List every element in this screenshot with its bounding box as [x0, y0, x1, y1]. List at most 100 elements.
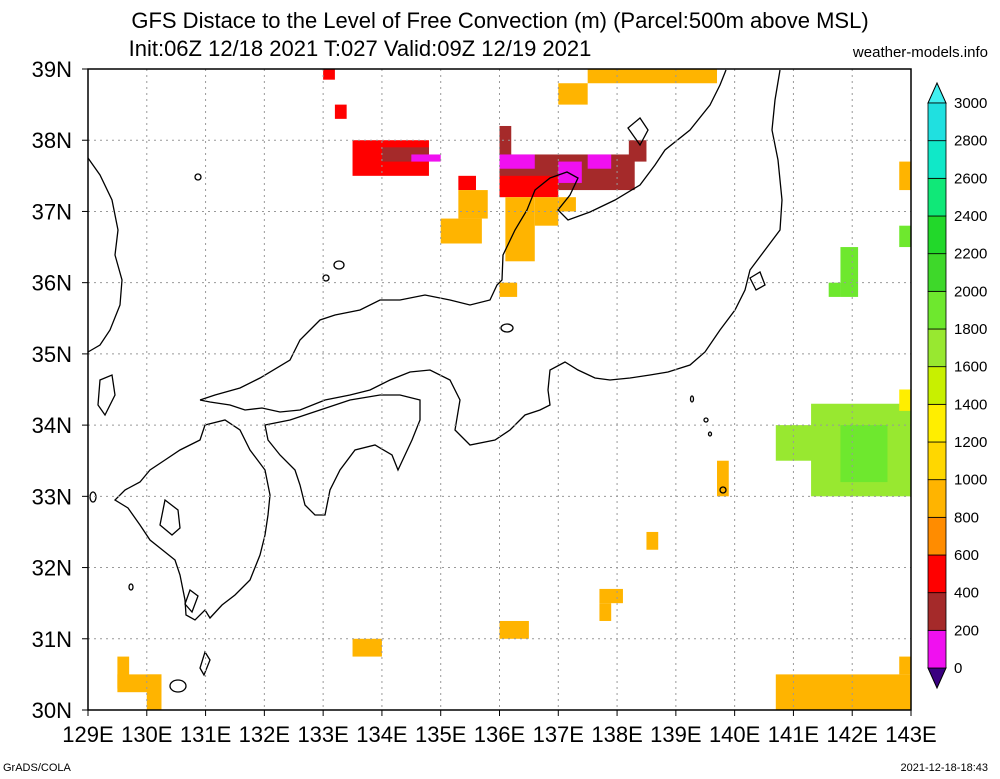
colorbar-swatch: [927, 140, 947, 179]
longitude-label: 135E: [415, 722, 466, 747]
latitude-label: 34N: [32, 413, 72, 438]
latitude-labels: 39N 38N 37N 36N 35N 34N 33N 32N 31N 30N: [32, 57, 88, 723]
field-cell: [646, 531, 659, 550]
colorbar-swatch: [927, 403, 947, 443]
field-cell: [717, 460, 729, 497]
colorbar-swatch: [927, 592, 947, 631]
colorbar-swatch: [927, 290, 947, 330]
colorbar-swatch: [927, 177, 947, 217]
field-cell: [458, 175, 476, 191]
longitude-label: 134E: [356, 722, 407, 747]
colorbar-label: 2000: [954, 283, 987, 300]
field-cell: [899, 161, 911, 191]
colorbar-label: 3000: [954, 95, 987, 112]
field-cell: [775, 674, 911, 710]
latitude-label: 38N: [32, 128, 72, 153]
field-cell: [505, 197, 535, 262]
field-cell: [499, 620, 529, 639]
coastline-layer: [87, 69, 783, 693]
colorbar-swatch: [927, 479, 947, 518]
colorbar-label: 1800: [954, 321, 987, 338]
colorbar-label: 0: [954, 660, 962, 677]
colorbar-swatch: [927, 215, 947, 255]
map-subtitle: Init:06Z 12/18 2021 T:027 Valid:09Z 12/1…: [128, 36, 592, 61]
colorbar-low-arrow: [927, 667, 947, 690]
field-cell: [899, 225, 911, 248]
longitude-label: 132E: [239, 722, 290, 747]
colorbar-label: 600: [954, 547, 979, 564]
longitude-labels: 129E 130E 131E 132E 133E 134E 135E 136E 137E 138E…: [62, 710, 937, 747]
field-cell: [440, 218, 482, 244]
field-cell: [628, 140, 647, 162]
colorbar-label: 800: [954, 509, 979, 526]
latitude-label: 31N: [32, 627, 72, 652]
colorbar-label: 2400: [954, 208, 987, 225]
field-cell: [146, 674, 162, 710]
field-cell: [828, 282, 841, 297]
field-cell: [323, 69, 335, 80]
colorbar: 0 200 400 600 800 1000 1200 1400 1600 1800 2000 220…: [927, 81, 987, 690]
latitude-label: 33N: [32, 484, 72, 509]
colorbar-swatch: [927, 366, 947, 405]
colorbar-swatch: [927, 554, 947, 594]
latitude-label: 39N: [32, 57, 72, 82]
longitude-label: 137E: [533, 722, 584, 747]
colorbar-label: 1000: [954, 472, 987, 489]
longitude-label: 129E: [62, 722, 113, 747]
field-cell: [587, 154, 612, 169]
longitude-label: 138E: [591, 722, 642, 747]
field-cell: [587, 69, 718, 84]
colorbar-label: 2800: [954, 133, 987, 150]
field-cell: [558, 161, 582, 183]
longitude-label: 140E: [709, 722, 760, 747]
field-cell: [899, 389, 911, 411]
longitude-label: 133E: [297, 722, 348, 747]
colorbar-swatch: [927, 328, 947, 368]
timestamp-label: 2021-12-18-18:43: [900, 762, 988, 774]
field-cell: [558, 197, 576, 212]
colorbar-high-arrow: [927, 81, 947, 104]
field-cell: [458, 190, 488, 219]
field-cell: [352, 638, 382, 657]
field-cell: [840, 247, 859, 297]
longitude-label: 130E: [121, 722, 172, 747]
field-cell: [499, 282, 518, 297]
longitude-label: 136E: [474, 722, 525, 747]
longitude-label: 143E: [885, 722, 936, 747]
field-cell: [599, 588, 623, 604]
map-title: GFS Distace to the Level of Free Convect…: [131, 8, 869, 33]
colorbar-label: 1200: [954, 434, 987, 451]
longitude-label: 142E: [827, 722, 878, 747]
field-cell: [599, 603, 612, 621]
latitude-label: 30N: [32, 698, 72, 723]
site-label[interactable]: weather-models.info: [852, 44, 988, 61]
colorbar-label: 200: [954, 622, 979, 639]
colorbar-label: 1400: [954, 396, 987, 413]
field-cell: [558, 83, 588, 105]
colorbar-swatch: [927, 516, 947, 556]
longitude-label: 141E: [768, 722, 819, 747]
longitude-label: 131E: [180, 722, 231, 747]
field-layer: [117, 69, 911, 710]
latitude-label: 37N: [32, 199, 72, 224]
colorbar-label: 1600: [954, 359, 987, 376]
grid-layer: [88, 69, 911, 710]
credit-label: GrADS/COLA: [3, 762, 71, 774]
colorbar-swatch: [927, 629, 947, 669]
field-cell: [117, 656, 130, 689]
colorbar-label: 2600: [954, 170, 987, 187]
field-cell: [899, 656, 911, 675]
field-cell: [334, 104, 347, 119]
longitude-label: 139E: [650, 722, 701, 747]
field-cell: [411, 154, 441, 162]
colorbar-label: 400: [954, 585, 979, 602]
latitude-label: 32N: [32, 556, 72, 581]
field-cell: [840, 425, 888, 483]
latitude-label: 35N: [32, 342, 72, 367]
colorbar-label: 2200: [954, 246, 987, 263]
colorbar-swatch: [927, 441, 947, 481]
field-cell: [499, 125, 512, 162]
colorbar-swatch: [927, 253, 947, 292]
field-cell: [499, 154, 535, 169]
